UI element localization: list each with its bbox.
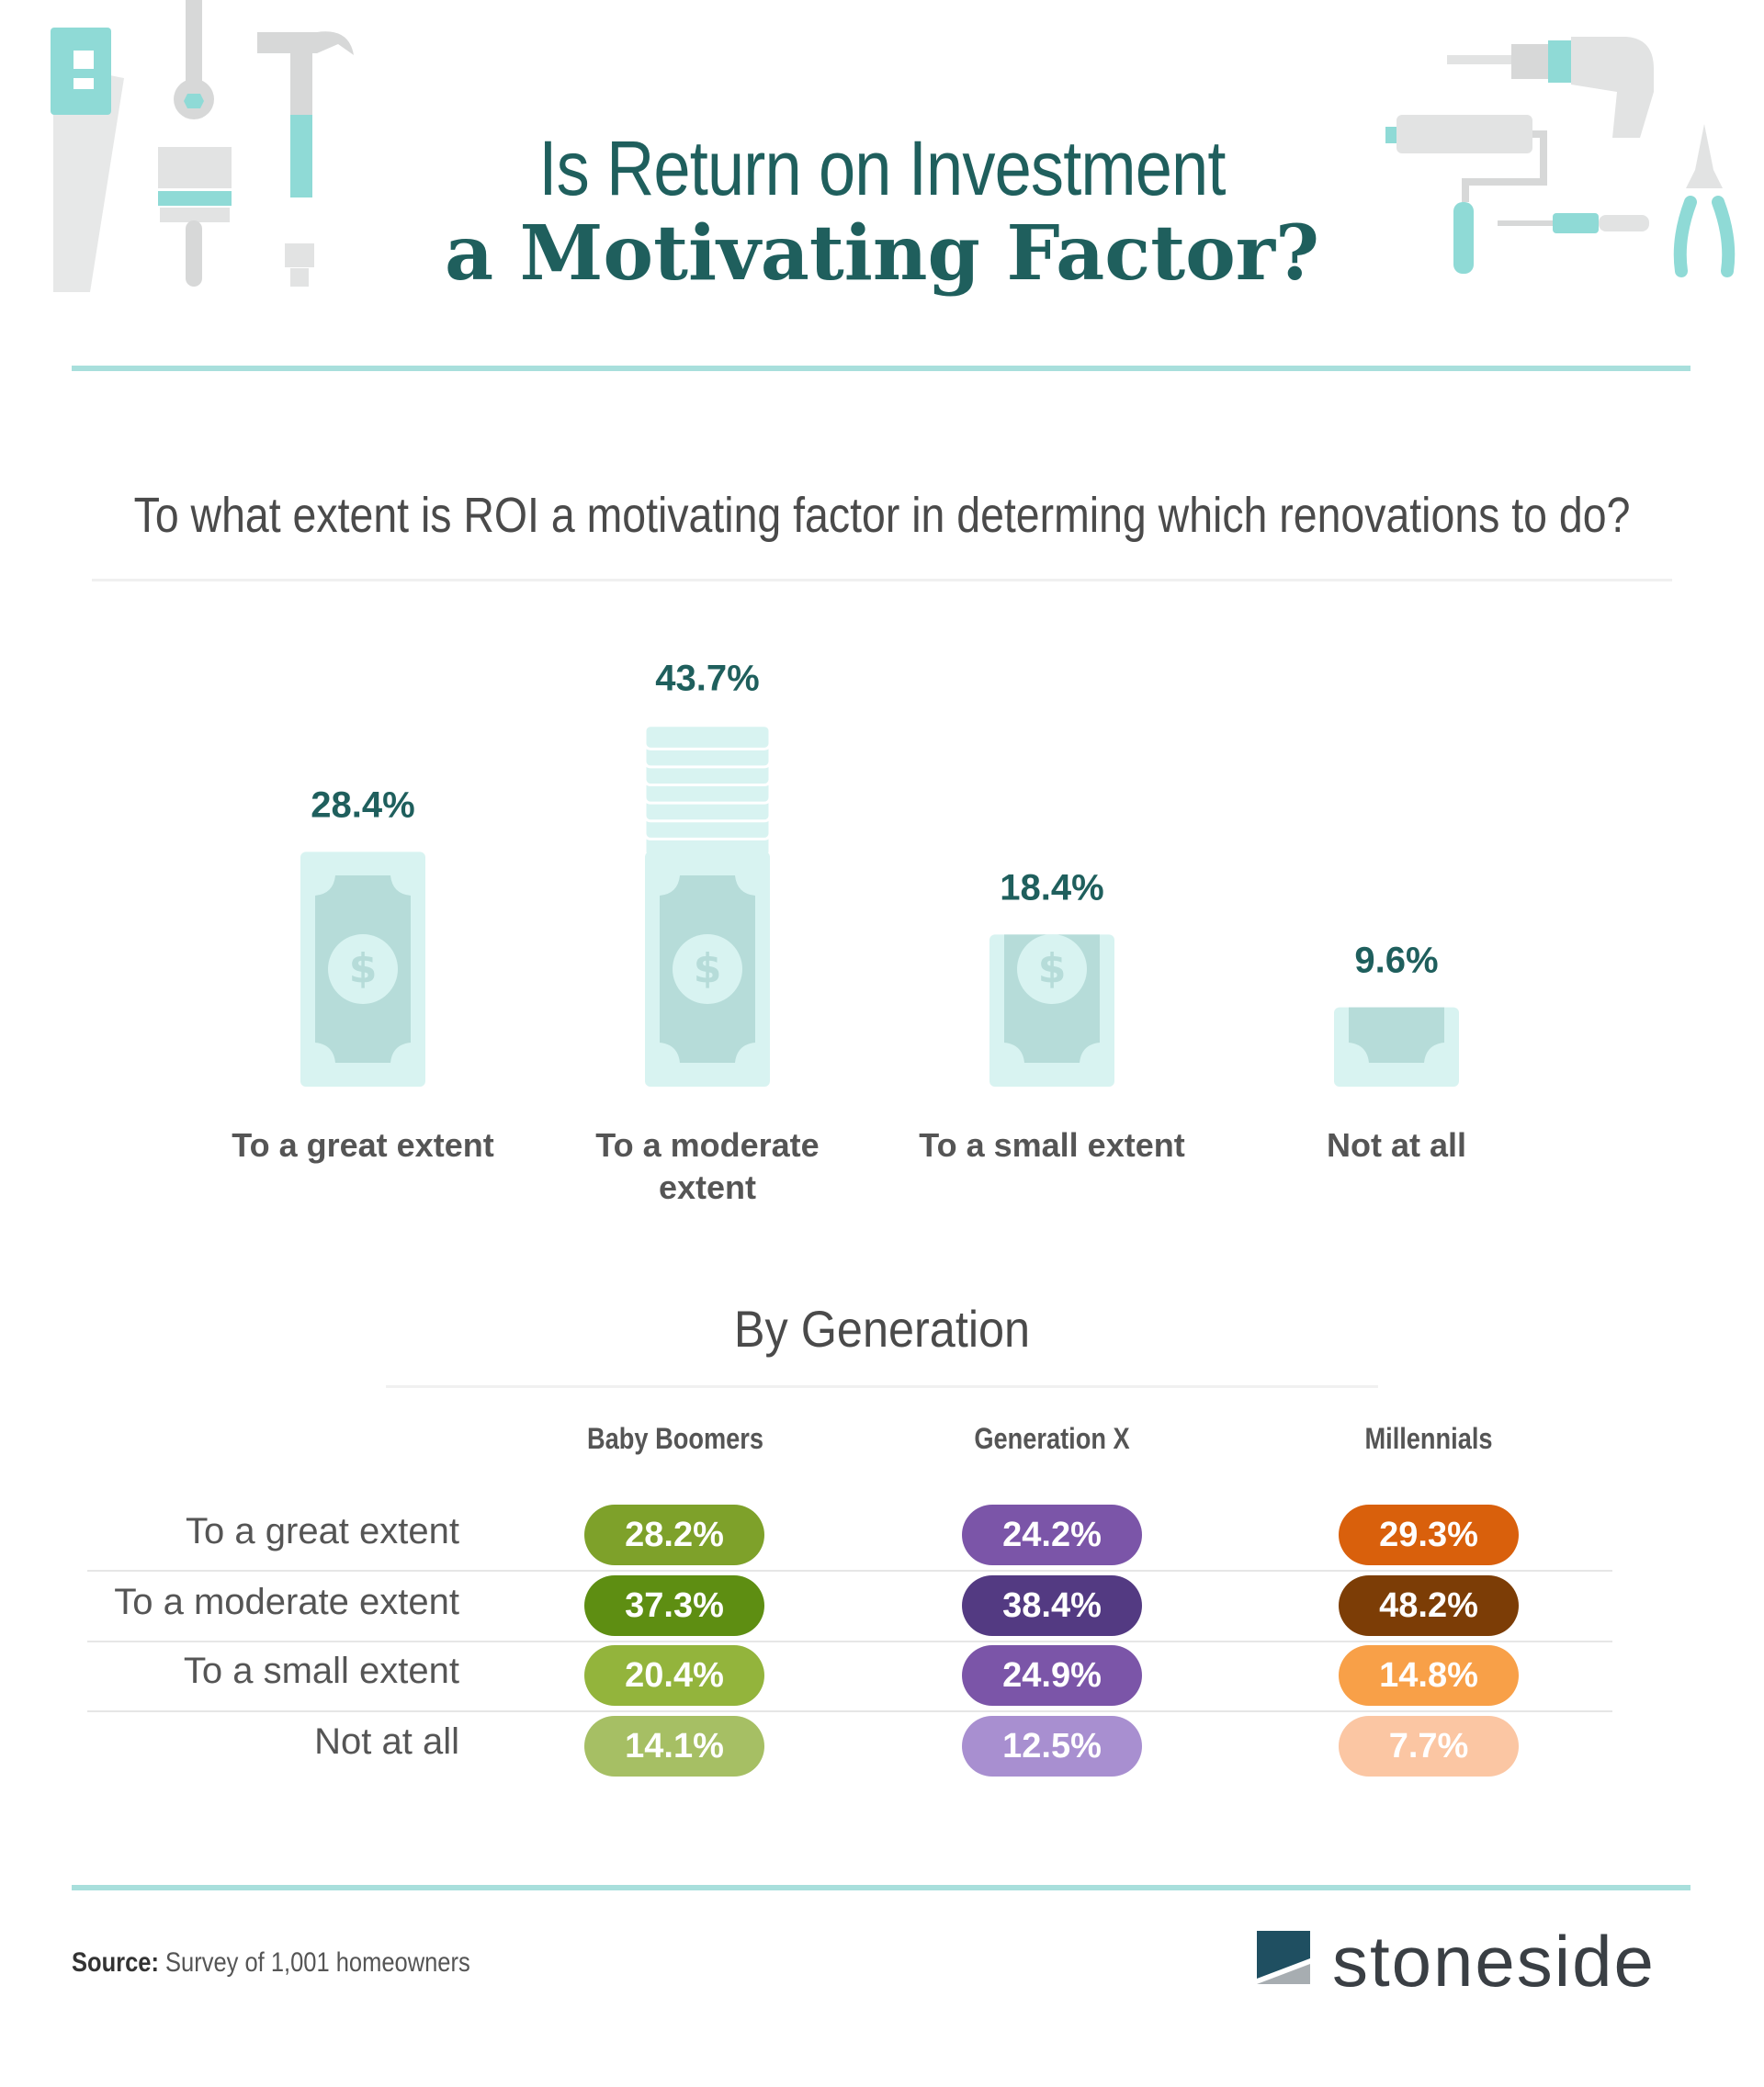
bar-value-label: 9.6% bbox=[1354, 941, 1438, 981]
brand-wordmark: stoneside bbox=[1332, 1921, 1656, 2002]
bar-category-label: To a small extent bbox=[919, 1126, 1184, 1164]
row-separator bbox=[87, 1570, 1612, 1572]
bar-value-label: 18.4% bbox=[1000, 867, 1103, 908]
stoneside-logo-icon bbox=[1257, 1931, 1310, 1984]
left-tools-illustration bbox=[51, 0, 354, 292]
pill-generation-x-small: 24.9% bbox=[962, 1645, 1142, 1706]
row-label-moderate-extent: To a moderate extent bbox=[114, 1582, 459, 1622]
pill-baby-boomers-not-at-all: 14.1% bbox=[584, 1716, 764, 1777]
source-text: Survey of 1,001 homeowners bbox=[165, 1947, 470, 1978]
saw-icon bbox=[51, 28, 124, 292]
bar-value-label: 28.4% bbox=[311, 784, 414, 825]
bar-category-label: To a moderate bbox=[595, 1126, 819, 1164]
pill-millennials-great: 29.3% bbox=[1339, 1505, 1519, 1565]
pill-baby-boomers-moderate: 37.3% bbox=[584, 1575, 764, 1636]
pill-generation-x-moderate: 38.4% bbox=[962, 1575, 1142, 1636]
svg-text:$: $ bbox=[1038, 945, 1067, 992]
page-title-line2: a Motivating Factor? bbox=[444, 209, 1320, 298]
money-bar: $ bbox=[300, 852, 425, 1087]
paintbrush-icon bbox=[158, 147, 232, 287]
generation-section-title: By Generation bbox=[733, 1300, 1031, 1358]
column-header-generation-x: Generation X bbox=[974, 1422, 1130, 1455]
column-header-millennials: Millennials bbox=[1364, 1422, 1493, 1455]
money-bar: $ bbox=[989, 934, 1114, 1087]
stacked-bill bbox=[643, 724, 772, 750]
bar-category-label: extent bbox=[659, 1168, 756, 1206]
right-tools-illustration bbox=[1385, 37, 1736, 277]
roi-money-bar-chart: $28.4% To a great extent $43.7% To a modera… bbox=[232, 659, 1466, 1206]
wrench-icon bbox=[174, 0, 214, 119]
row-separator bbox=[87, 1710, 1612, 1712]
footer-divider bbox=[72, 1885, 1690, 1890]
generation-title-underline bbox=[386, 1385, 1378, 1388]
pill-baby-boomers-small: 20.4% bbox=[584, 1645, 764, 1706]
column-header-baby-boomers: Baby Boomers bbox=[587, 1422, 763, 1455]
row-label-small-extent: To a small extent bbox=[183, 1651, 459, 1691]
question-underline bbox=[92, 579, 1672, 581]
hammer-icon bbox=[257, 31, 354, 287]
drill-icon bbox=[1447, 37, 1654, 138]
svg-text:$: $ bbox=[349, 945, 378, 992]
bar-category-label: Not at all bbox=[1327, 1126, 1466, 1164]
row-label-not-at-all: Not at all bbox=[314, 1721, 459, 1762]
source-note: Source: Survey of 1,001 homeowners bbox=[72, 1947, 470, 1979]
header-divider bbox=[72, 366, 1690, 371]
pill-baby-boomers-great: 28.2% bbox=[584, 1505, 764, 1565]
pill-millennials-moderate: 48.2% bbox=[1339, 1575, 1519, 1636]
bar-category-label: To a great extent bbox=[232, 1126, 493, 1164]
row-label-great-extent: To a great extent bbox=[186, 1511, 459, 1551]
pill-generation-x-great: 24.2% bbox=[962, 1505, 1142, 1565]
screwdriver-icon bbox=[1498, 213, 1649, 233]
bar-value-label: 43.7% bbox=[655, 659, 759, 699]
chart-question: To what extent is ROI a motivating facto… bbox=[133, 488, 1631, 543]
pill-millennials-small: 14.8% bbox=[1339, 1645, 1519, 1706]
svg-text:$: $ bbox=[694, 945, 722, 992]
pill-generation-x-not-at-all: 12.5% bbox=[962, 1716, 1142, 1777]
money-bar: $ bbox=[643, 724, 772, 1087]
row-separator bbox=[87, 1641, 1612, 1642]
pliers-icon bbox=[1673, 124, 1736, 277]
page-title-line1: Is Return on Investment bbox=[538, 125, 1226, 211]
pill-millennials-not-at-all: 7.7% bbox=[1339, 1716, 1519, 1777]
paint-roller-icon bbox=[1385, 115, 1547, 274]
source-label: Source: bbox=[72, 1947, 159, 1978]
money-bar: $ bbox=[1334, 1007, 1459, 1087]
